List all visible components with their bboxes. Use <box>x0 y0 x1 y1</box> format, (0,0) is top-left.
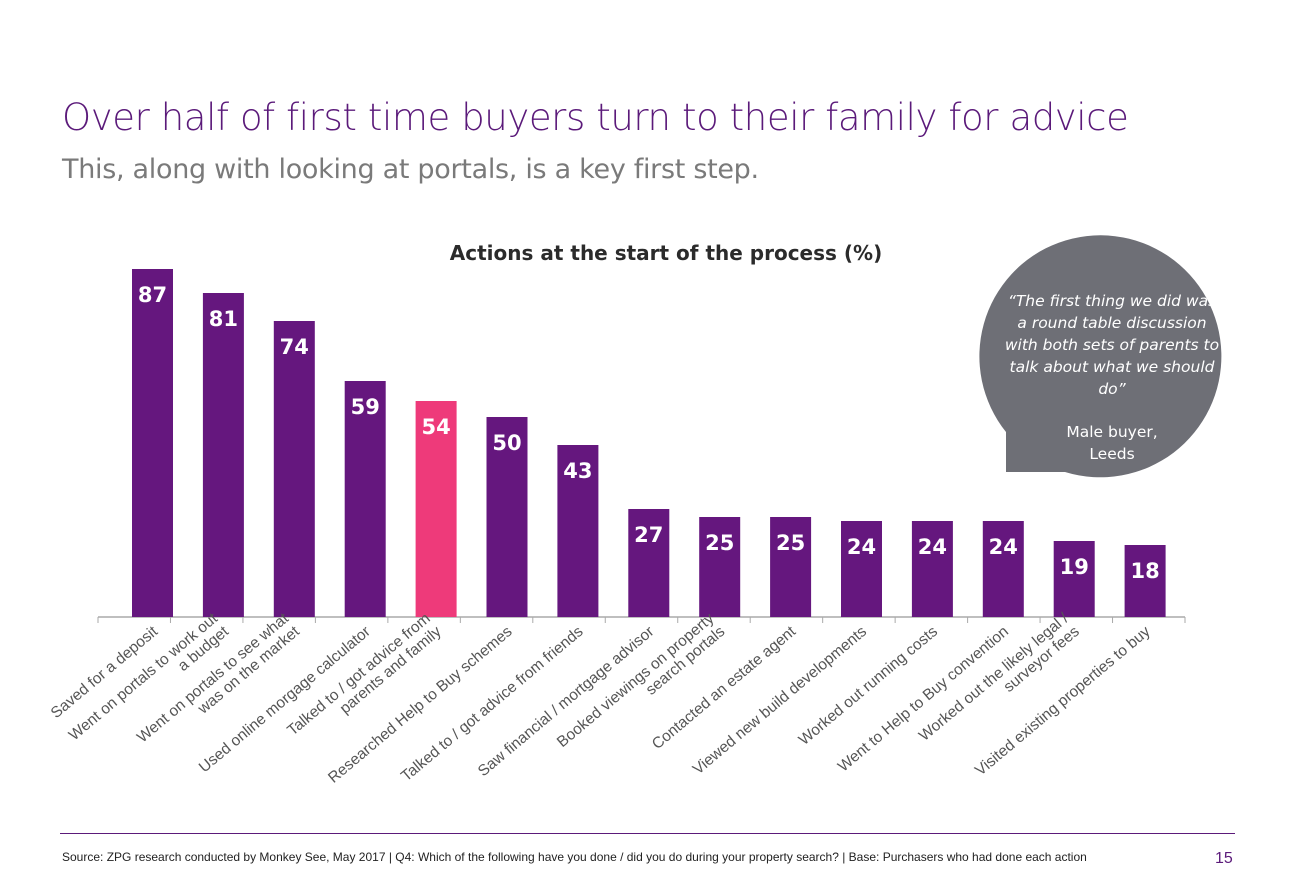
bar <box>132 269 173 617</box>
quote-text: “The first thing we did was a round tabl… <box>1004 292 1220 398</box>
slide-subtitle: This, along with looking at portals, is … <box>62 154 759 185</box>
bar <box>486 417 528 617</box>
bar-value-label: 19 <box>1060 555 1089 579</box>
bar <box>344 381 386 617</box>
bar-value-label: 25 <box>705 531 734 555</box>
bar-value-label: 81 <box>209 307 238 331</box>
bar-value-label: 24 <box>989 535 1018 559</box>
bar <box>1124 545 1166 617</box>
bar <box>273 321 315 617</box>
bar <box>699 517 741 617</box>
bar <box>911 521 953 617</box>
bar-value-label: 43 <box>563 459 592 483</box>
bar-value-label: 87 <box>138 283 167 307</box>
bar-value-label: 18 <box>1130 559 1159 583</box>
quote-attribution-line1: Male buyer, <box>1066 423 1158 441</box>
bar-value-label: 59 <box>351 395 380 419</box>
footer-divider <box>60 833 1235 834</box>
chart-title: Actions at the start of the process (%) <box>449 241 883 265</box>
source-note: Source: ZPG research conducted by Monkey… <box>62 850 1087 864</box>
page-number: 15 <box>1215 850 1233 867</box>
bar <box>982 521 1024 617</box>
bar-value-label: 50 <box>492 431 521 455</box>
bar-value-label: 24 <box>918 535 947 559</box>
slide-title: Over half of first time buyers turn to t… <box>62 96 1129 139</box>
bar <box>202 293 244 617</box>
bar-value-label: 74 <box>280 335 309 359</box>
bar-value-label: 54 <box>421 415 450 439</box>
bar <box>628 509 670 617</box>
bar-value-label: 27 <box>634 523 663 547</box>
bar <box>1053 541 1095 617</box>
quote-attribution-line2: Leeds <box>1089 445 1135 463</box>
bar <box>841 521 882 617</box>
bar <box>770 517 812 617</box>
quote-attribution: Male buyer, Leeds <box>1004 421 1220 465</box>
bar <box>415 401 457 617</box>
bar-value-label: 25 <box>776 531 805 555</box>
bar-value-label: 24 <box>847 535 876 559</box>
bar <box>557 445 599 617</box>
